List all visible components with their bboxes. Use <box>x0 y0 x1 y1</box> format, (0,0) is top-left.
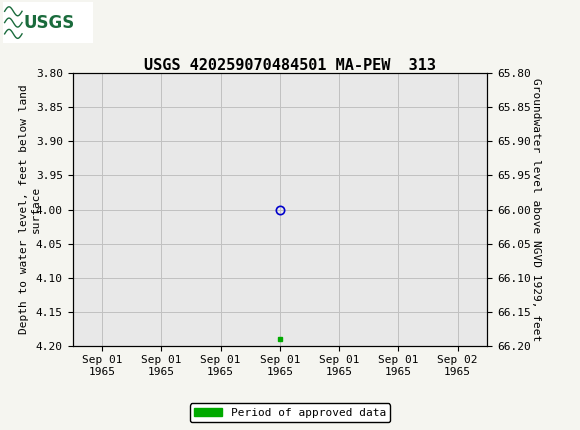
Y-axis label: Groundwater level above NGVD 1929, feet: Groundwater level above NGVD 1929, feet <box>531 78 541 341</box>
Text: USGS: USGS <box>24 14 75 31</box>
Text: USGS 420259070484501 MA-PEW  313: USGS 420259070484501 MA-PEW 313 <box>144 58 436 73</box>
Legend: Period of approved data: Period of approved data <box>190 403 390 422</box>
Y-axis label: Depth to water level, feet below land
surface: Depth to water level, feet below land su… <box>19 85 41 335</box>
Bar <box>3 2 93 43</box>
